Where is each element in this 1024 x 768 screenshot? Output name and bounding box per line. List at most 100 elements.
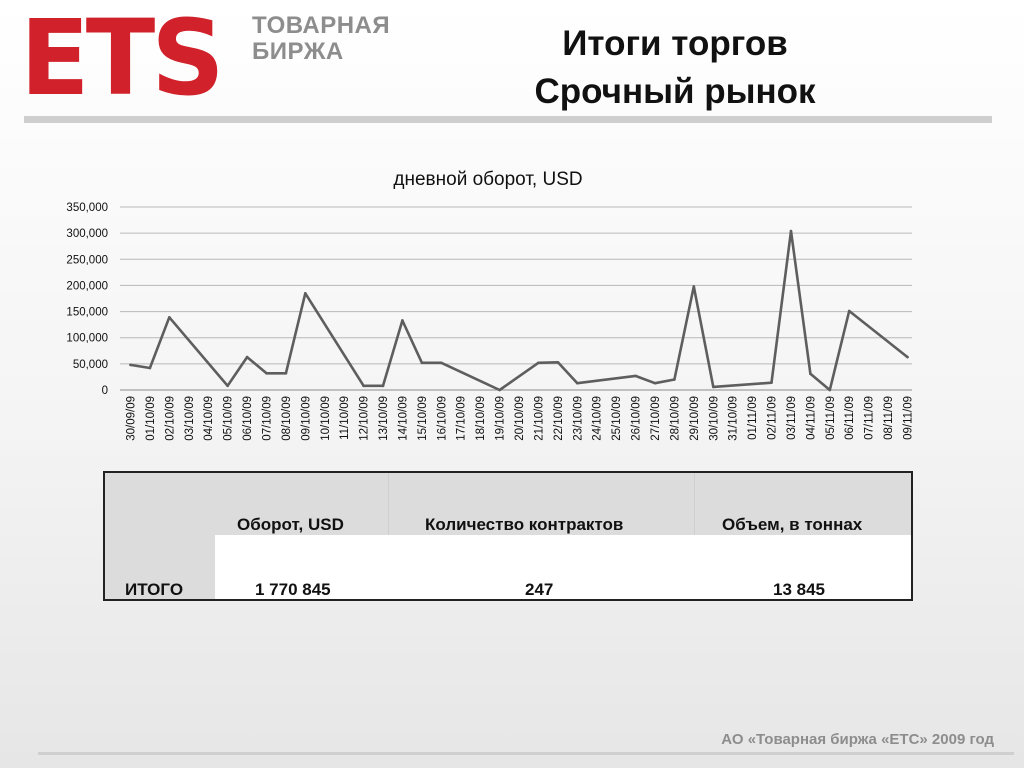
x-tick-label: 07/10/09 [261,396,273,441]
series-line [129,229,909,392]
x-tick-label: 24/10/09 [592,396,604,441]
data-point [770,381,773,384]
x-tick-label: 25/10/09 [611,396,623,441]
y-tick-label: 0 [102,385,108,397]
slide-title-line1: Итоги торгов [562,24,788,63]
y-tick-label: 350,000 [66,202,108,214]
data-point [226,384,229,388]
x-tick-label: 10/10/09 [320,396,332,441]
x-tick-label: 06/11/09 [844,396,856,440]
x-tick-label: 08/10/09 [281,396,293,441]
slide-title: Итоги торгов Срочный рынок [480,20,870,116]
data-point [129,363,132,367]
data-point [537,361,540,365]
x-tick-label: 20/10/09 [514,396,526,441]
summary-table: Оборот, USD Количество контрактов Объем,… [103,471,913,601]
x-tick-label: 02/10/09 [164,396,176,441]
data-point [673,378,676,381]
x-tick-label: 06/10/09 [242,396,254,441]
header-contracts: Количество контрактов [425,515,624,534]
x-tick-label: 12/10/09 [359,396,371,441]
header-divider [24,116,992,123]
table-label-shade [105,535,215,599]
data-point [245,355,249,359]
x-tick-label: 13/10/09 [378,396,390,441]
data-point [148,366,152,370]
data-point [692,285,696,288]
x-tick-label: 11/10/09 [339,396,351,440]
footer-copyright: АО «Товарная биржа «ЕТС» 2009 год [721,731,994,748]
x-tick-label: 04/10/09 [203,396,215,441]
x-tick-label: 29/10/09 [689,396,701,441]
value-turnover: 1 770 845 [255,580,331,599]
chart-series [129,229,909,392]
data-point [265,371,268,375]
data-point [711,385,715,389]
x-tick-label: 16/10/09 [436,396,448,441]
x-tick-label: 01/10/09 [145,396,157,441]
value-volume: 13 845 [773,580,825,599]
x-tick-label: 14/10/09 [397,396,409,441]
logo-word-line1: ТОВАРНАЯ [252,12,391,39]
y-tick-label: 200,000 [66,280,108,292]
header-turnover: Оборот, USD [237,515,344,534]
data-point [575,381,579,385]
data-point [906,355,909,359]
x-tick-label: 07/11/09 [864,396,876,440]
y-tick-label: 250,000 [66,254,108,266]
logo-word-line2: БИРЖА [252,38,344,65]
x-tick-label: 02/11/09 [767,396,779,440]
x-tick-label: 27/10/09 [650,396,662,441]
x-tick-label: 31/10/09 [728,396,740,441]
header-separator [388,473,389,535]
x-tick-label: 03/10/09 [184,396,196,441]
x-tick-label: 21/10/09 [533,396,545,441]
daily-turnover-chart: дневной оборот, USD 0 50,000 100,000 150,00… [66,169,915,441]
data-point [809,372,812,376]
data-point [789,229,793,233]
x-tick-label: 05/10/09 [223,396,235,441]
x-tick-label: 05/11/09 [825,396,837,440]
data-point [362,384,365,388]
data-point [847,309,851,313]
data-point [653,381,657,385]
table-header-shade [105,473,911,535]
chart-gridlines [120,206,912,391]
data-point [440,361,443,365]
x-tick-label: 09/11/09 [903,396,915,440]
header-separator [694,473,695,535]
x-tick-label: 30/09/09 [126,396,138,441]
row-label-total: ИТОГО [125,580,184,599]
data-point [381,384,385,388]
slide-title-line2: Срочный рынок [534,72,816,111]
data-point [634,374,637,378]
x-tick-label: 03/11/09 [786,396,798,440]
data-point [420,361,424,365]
data-point [284,371,288,375]
x-tick-label: 15/10/09 [417,396,429,441]
x-tick-label: 28/10/09 [669,396,681,441]
ets-logo: ETS ТОВАРНАЯ БИРЖА [20,0,400,119]
logo-letters: ETS [20,0,225,119]
x-tick-label: 01/11/09 [747,396,759,440]
x-axis-tick-labels: 30/09/09 01/10/09 02/10/09 03/10/09 04/10/09… [126,396,915,441]
data-point [556,360,560,364]
x-tick-label: 09/10/09 [300,396,312,441]
chart-title: дневной оборот, USD [393,169,582,190]
y-tick-label: 150,000 [66,307,108,319]
data-point [828,388,832,392]
data-point [304,291,307,295]
x-tick-label: 19/10/09 [495,396,507,441]
value-contracts: 247 [525,580,554,599]
data-point [168,316,171,319]
y-tick-label: 100,000 [66,333,108,345]
x-tick-label: 30/10/09 [708,396,720,441]
header-volume: Объем, в тоннах [722,515,863,534]
footer-divider [38,752,1014,755]
data-point [498,388,501,392]
x-tick-label: 23/10/09 [572,396,584,441]
x-tick-label: 08/11/09 [883,396,895,440]
y-tick-label: 50,000 [73,359,108,371]
y-axis-tick-labels: 0 50,000 100,000 150,000 200,000 250,000 300,0… [66,202,108,397]
x-tick-label: 18/10/09 [475,396,487,441]
